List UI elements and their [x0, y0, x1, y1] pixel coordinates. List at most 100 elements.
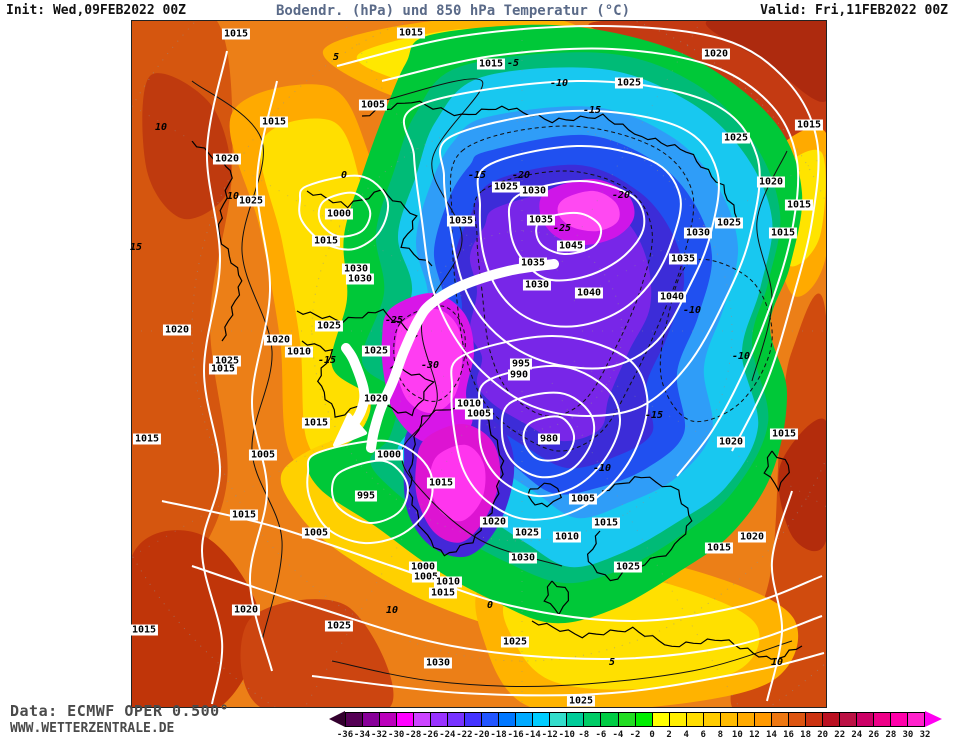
colorbar-tick: -22	[456, 730, 473, 740]
init-label: Init: Wed,09FEB2022 00Z	[6, 3, 187, 18]
temperature-label: -25	[552, 223, 572, 234]
temperature-label: -20	[511, 170, 531, 181]
pressure-label: 1020	[701, 48, 731, 60]
colorbar-left-arrow	[329, 711, 345, 727]
temp-region	[557, 190, 620, 232]
pressure-label: 1025	[236, 195, 266, 207]
isobar	[507, 179, 646, 282]
colorbar-tick: 0	[649, 730, 655, 740]
colorbar-cell	[516, 713, 534, 726]
pressure-label: 1000	[374, 449, 404, 461]
pressure-label: 1025	[500, 636, 530, 648]
pressure-label: 1025	[512, 527, 542, 539]
pressure-label: 1010	[454, 398, 484, 410]
weather-map: 1015 1015 1020 1015 1025 1005 1015 1015 1025 1020…	[129, 20, 827, 708]
arrow-shaft-long	[366, 259, 559, 453]
colorbar-cell	[380, 713, 398, 726]
pressure-label: 1010	[552, 531, 582, 543]
colorbar-cell	[567, 713, 585, 726]
temperature-label: 10	[770, 657, 784, 668]
pressure-label: 1015	[591, 517, 621, 529]
temperature-label: -10	[682, 305, 702, 316]
pressure-label: 1005	[248, 449, 278, 461]
temperature-label: -15	[644, 410, 664, 421]
colorbar-tick: 18	[800, 730, 811, 740]
pressure-label: 1030	[522, 279, 552, 291]
isobar-contours	[161, 24, 825, 705]
colorbar-cell	[499, 713, 517, 726]
colorbar-tick: -2	[629, 730, 641, 740]
colorbar-tick: 2	[666, 730, 672, 740]
pressure-label: 1015	[769, 428, 799, 440]
pressure-label: 1035	[526, 214, 556, 226]
temperature-label: -25	[384, 315, 404, 326]
colorbar-cell	[754, 713, 772, 726]
pressure-label: 1015	[396, 27, 426, 39]
colorbar-tick: 14	[766, 730, 777, 740]
colorbar-tick: 30	[902, 730, 914, 740]
graticule-circle	[311, 120, 733, 542]
data-source-label: Data: ECMWF OPER 0.500°	[10, 702, 230, 720]
colorbar-cell	[720, 713, 738, 726]
pressure-label: 980	[537, 433, 561, 445]
colorbar-tick: 24	[851, 730, 863, 740]
pressure-label: 1025	[721, 132, 751, 144]
temp-region	[260, 118, 373, 472]
pressure-label: 1020	[231, 604, 261, 616]
temperature-label: -10	[549, 78, 569, 89]
coastline	[361, 100, 743, 227]
pressure-label: 1020	[737, 531, 767, 543]
temperature-label: -5	[506, 58, 520, 69]
temp-contour-solid	[331, 640, 793, 688]
pressure-label: 1015	[311, 235, 341, 247]
pressure-label: 1015	[221, 28, 251, 40]
pressure-label: 1015	[132, 433, 162, 445]
colorbar-cell	[618, 713, 636, 726]
colorbar-tick: -16	[507, 730, 524, 740]
isobar	[450, 334, 649, 521]
colorbar-cells	[345, 712, 925, 727]
colorbar-cell	[431, 713, 449, 726]
temp-region	[240, 599, 394, 707]
isobar	[336, 24, 820, 452]
pressure-label: 1015	[794, 119, 824, 131]
colorbar-cell	[873, 713, 891, 726]
isobar	[161, 500, 823, 623]
isobar	[766, 490, 793, 702]
colorbar-cell	[584, 713, 602, 726]
isobar	[200, 50, 228, 705]
colorbar-cell	[891, 713, 909, 726]
temp-contour-solid	[381, 78, 563, 567]
colorbar-cell	[908, 713, 925, 726]
colorbar-tick: -6	[595, 730, 607, 740]
pressure-label: 1030	[341, 263, 371, 275]
pressure-label: 1010	[433, 576, 463, 588]
colorbar-tick: -18	[490, 730, 507, 740]
pressure-label: 1025	[614, 77, 644, 89]
colorbar-cell	[805, 713, 823, 726]
isobar	[439, 109, 720, 370]
colorbar-cell	[822, 713, 840, 726]
colorbar-tick: 20	[817, 730, 829, 740]
pressure-label: 1020	[212, 153, 242, 165]
pressure-label: 1035	[446, 215, 476, 227]
pressure-label: 1015	[208, 363, 238, 375]
temperature-label: 0	[486, 600, 494, 611]
temperature-label: -10	[592, 463, 612, 474]
pressure-label: 1020	[361, 393, 391, 405]
colorbar-tick: 16	[783, 730, 794, 740]
colorbar-cell	[465, 713, 483, 726]
pressure-label: 1030	[423, 657, 453, 669]
temperature-colorbar: -36 -34 -32 -30 -28 -26 -24 -22 -20 -18 -16 -14 -12-…	[0, 706, 959, 741]
pressure-label: 1025	[212, 355, 242, 367]
pressure-label: 990	[507, 369, 531, 381]
pressure-label: 1035	[518, 257, 548, 269]
temperature-label: -30	[420, 360, 440, 371]
pressure-label: 1020	[263, 334, 293, 346]
colorbar-cell	[737, 713, 755, 726]
pressure-label: 1030	[519, 185, 549, 197]
colorbar-cell	[414, 713, 432, 726]
pressure-label: 1040	[574, 287, 604, 299]
pressure-label: 1005	[301, 527, 331, 539]
colorbar-cell	[839, 713, 857, 726]
